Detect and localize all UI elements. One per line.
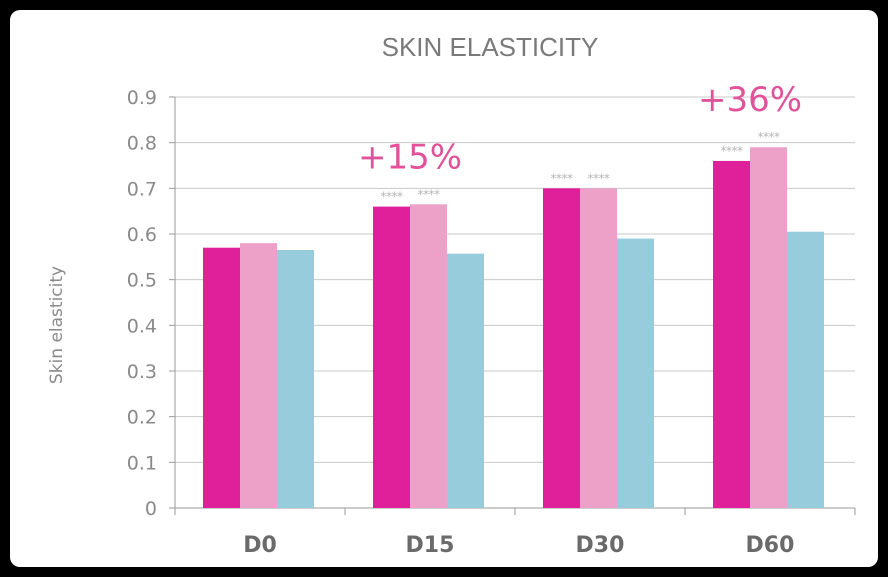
bars	[203, 147, 824, 509]
annotation-label: +15%	[358, 137, 462, 177]
y-tick-label: 0.6	[127, 224, 157, 246]
y-tick-label: 0	[145, 498, 157, 520]
significance-marker: ****	[418, 187, 441, 201]
y-tick-label: 0.3	[127, 361, 157, 383]
bar	[713, 160, 750, 508]
y-tick-label: 0.1	[127, 452, 157, 474]
significance-marker: ****	[758, 130, 781, 144]
y-tick-label: 0.7	[127, 178, 157, 200]
significance-marker: ****	[551, 171, 574, 185]
bar	[787, 231, 824, 508]
bar	[373, 206, 410, 508]
bar	[203, 247, 240, 508]
y-tick-label: 0.8	[127, 133, 157, 155]
x-tick-label: D15	[406, 533, 455, 558]
bar	[617, 238, 654, 509]
y-tick-label: 0.5	[127, 270, 157, 292]
y-tick-label: 0.9	[127, 87, 157, 109]
significance-marker: ****	[721, 144, 744, 158]
bar	[580, 188, 617, 509]
significance-marker: ****	[381, 190, 404, 204]
bar	[543, 188, 580, 509]
y-tick-label: 0.2	[127, 407, 157, 429]
chart-title: SKIN ELASTICITY	[382, 32, 599, 62]
annotation-label: +36%	[698, 80, 802, 120]
x-tick-labels: D0 D15 D30 D60	[243, 533, 794, 558]
bar	[750, 147, 787, 508]
x-tick-label: D60	[746, 533, 795, 558]
x-tick-label: D30	[576, 533, 625, 558]
significance-marker: ****	[588, 171, 611, 185]
y-axis-label: Skin elasticity	[47, 266, 67, 384]
x-tick-label: D0	[243, 533, 277, 558]
significance-markers: **** **** **** **** **** ****	[381, 130, 781, 203]
bar	[410, 204, 447, 509]
chart-panel: SKIN ELASTICITY Skin elasticity 0 0.1 0.2 0…	[10, 10, 878, 567]
y-tick-label: 0.4	[127, 315, 157, 337]
y-tick-labels: 0 0.1 0.2 0.3 0.4 0.5 0.6 0.7 0.8 0.9	[127, 87, 157, 520]
bar	[447, 253, 484, 508]
annotations: +15% +36%	[358, 80, 802, 177]
bar	[240, 243, 277, 508]
bar	[277, 249, 314, 508]
skin-elasticity-chart: SKIN ELASTICITY Skin elasticity 00.10.20…	[47, 32, 856, 558]
